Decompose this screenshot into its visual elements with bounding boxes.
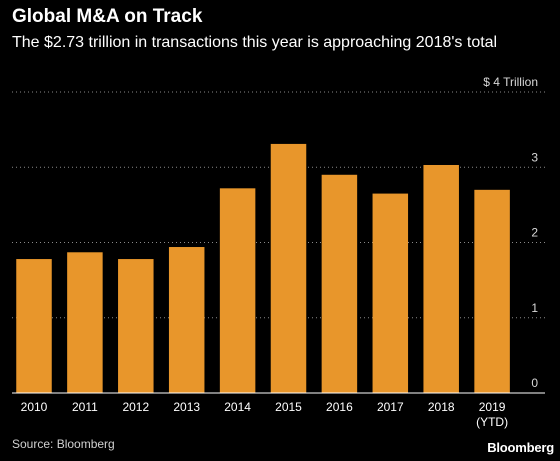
bar [16,259,52,393]
y-tick-label: 2 [531,226,538,240]
bloomberg-logo: Bloomberg [487,440,554,455]
x-tick-label: (YTD) [476,415,508,429]
bar [219,188,256,393]
x-tick-label: 2011 [72,400,98,414]
x-tick-label: 2015 [275,400,302,414]
x-tick-label: 2012 [122,400,149,414]
bar [372,193,409,393]
bar [321,174,358,393]
x-tick-label: 2019 [479,400,506,414]
y-tick-label: 3 [531,150,538,164]
y-tick-label: 1 [531,301,538,315]
bar [118,259,154,393]
y-tick-label: 0 [531,376,538,390]
x-tick-label: 2010 [21,400,48,414]
x-tick-label: 2016 [326,400,353,414]
source-note: Source: Bloomberg [12,437,115,451]
bar [168,247,205,393]
y-tick-label: $ 4 Trillion [483,75,538,89]
chart-subtitle: The $2.73 trillion in transactions this … [12,34,498,51]
x-tick-label: 2013 [173,400,200,414]
bar [270,143,307,393]
x-tick-label: 2017 [377,400,404,414]
chart-title: Global M&A on Track [12,6,203,27]
x-tick-label: 2018 [428,400,455,414]
x-tick-label: 2014 [224,400,251,414]
bar [474,189,510,393]
bar [67,252,103,393]
bar [423,164,459,393]
